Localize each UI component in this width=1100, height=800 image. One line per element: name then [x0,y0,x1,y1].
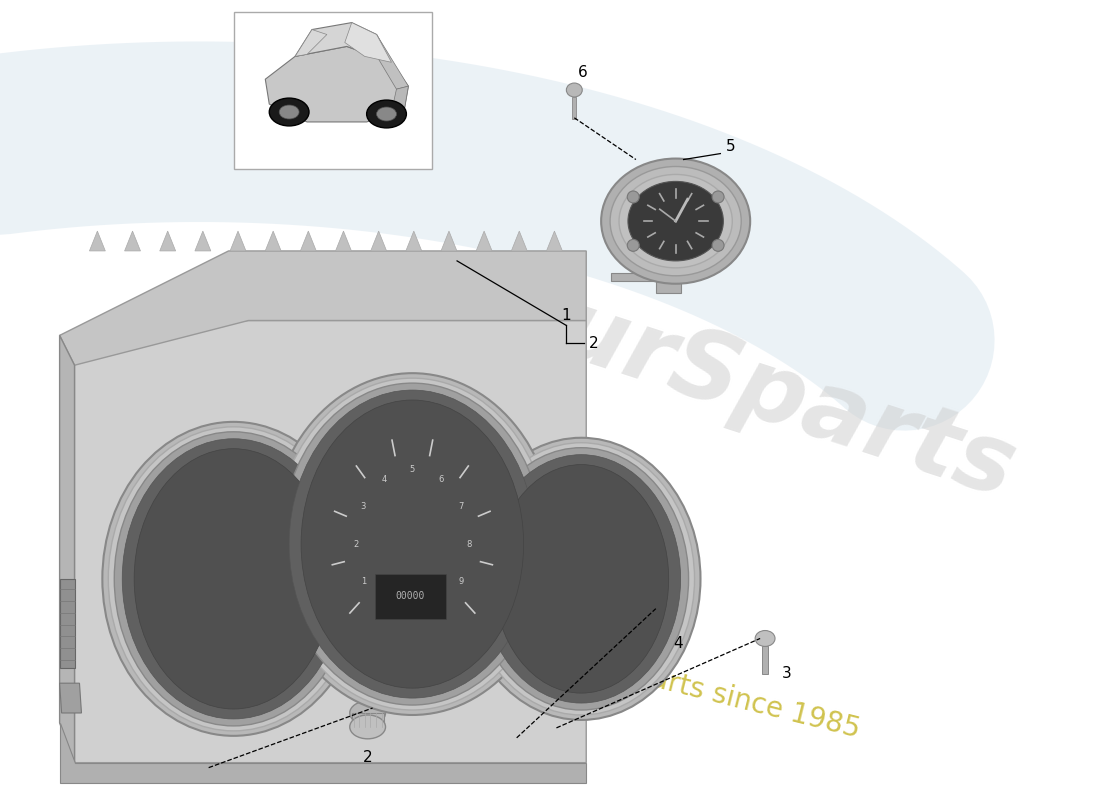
Bar [652,618,659,641]
Ellipse shape [566,83,582,97]
Ellipse shape [376,107,396,121]
Ellipse shape [642,598,670,618]
Ellipse shape [468,442,694,715]
Polygon shape [371,231,386,251]
Bar [352,713,384,727]
Text: 5: 5 [726,139,735,154]
Polygon shape [59,335,75,762]
Ellipse shape [628,182,724,261]
Ellipse shape [282,383,543,705]
Polygon shape [336,231,351,251]
Text: 00000: 00000 [396,590,425,601]
Ellipse shape [482,454,681,703]
Polygon shape [300,231,317,251]
Polygon shape [392,86,408,112]
Polygon shape [441,231,456,251]
Text: 2: 2 [353,539,359,549]
Bar [572,97,576,119]
Ellipse shape [270,373,556,715]
Polygon shape [59,321,586,762]
Text: 6: 6 [438,475,443,484]
Text: 9: 9 [459,577,464,586]
Text: eurSparts: eurSparts [484,262,1026,518]
Polygon shape [265,46,408,122]
Ellipse shape [289,390,536,698]
Text: 6: 6 [578,65,587,80]
Text: 1: 1 [361,577,366,586]
Text: 2: 2 [590,336,600,351]
Text: 4: 4 [673,636,682,651]
Ellipse shape [610,166,741,276]
Circle shape [712,239,724,251]
Text: 4: 4 [382,475,387,484]
Text: 3: 3 [361,502,366,511]
Ellipse shape [279,105,299,119]
Ellipse shape [494,465,669,693]
Polygon shape [59,579,75,668]
Text: 3: 3 [782,666,792,681]
Polygon shape [124,231,141,251]
Polygon shape [59,251,586,366]
Text: a passion for parts since 1985: a passion for parts since 1985 [449,615,862,744]
Ellipse shape [462,438,701,720]
Polygon shape [160,231,176,251]
Polygon shape [476,231,492,251]
Ellipse shape [350,715,385,739]
Polygon shape [612,273,681,293]
Polygon shape [195,231,211,251]
Polygon shape [59,723,586,782]
Ellipse shape [350,701,385,725]
Ellipse shape [102,422,365,736]
Ellipse shape [270,98,309,126]
Polygon shape [89,231,106,251]
Text: 8: 8 [466,539,472,549]
Text: 5: 5 [409,465,415,474]
Circle shape [712,191,724,203]
Bar [233,13,432,170]
Polygon shape [344,22,392,62]
Ellipse shape [755,630,775,646]
Text: 7: 7 [459,502,464,511]
Ellipse shape [648,602,663,614]
Polygon shape [230,231,246,251]
Ellipse shape [601,158,750,284]
Ellipse shape [366,100,406,128]
Text: 2: 2 [363,750,373,766]
Circle shape [627,239,639,251]
Bar [762,646,768,674]
Polygon shape [547,231,562,251]
Ellipse shape [108,427,359,731]
Polygon shape [512,231,527,251]
Polygon shape [265,231,282,251]
Text: 1: 1 [561,308,571,323]
Circle shape [627,191,639,203]
Polygon shape [368,34,408,89]
Ellipse shape [114,432,353,726]
Bar [375,574,447,618]
Ellipse shape [619,174,733,268]
Ellipse shape [134,449,333,709]
Ellipse shape [301,400,524,688]
Polygon shape [295,22,392,62]
Polygon shape [406,231,421,251]
Polygon shape [59,683,81,713]
Polygon shape [295,30,327,56]
Ellipse shape [275,378,550,710]
Ellipse shape [122,438,344,719]
Ellipse shape [474,448,689,710]
